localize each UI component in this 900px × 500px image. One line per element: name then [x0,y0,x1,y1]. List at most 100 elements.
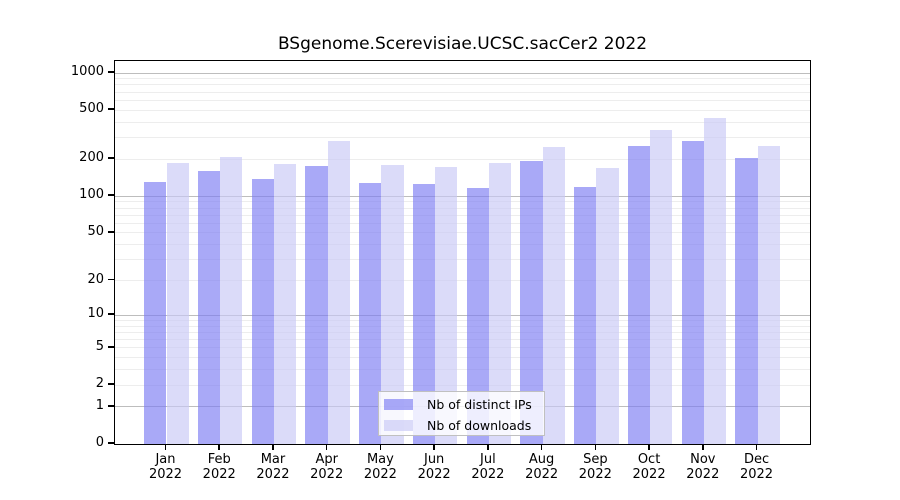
gridline [115,109,810,111]
y-tick-mark [108,278,114,281]
gridline [115,195,810,197]
y-tick-label: 0 [95,435,104,450]
y-tick-mark [108,313,114,315]
x-tick-mark [702,444,704,450]
y-tick-label: 10 [87,306,104,322]
bar-ips-may [359,182,382,444]
legend-swatch-downloads [384,420,413,431]
x-tick-mark [648,444,650,450]
bar-ips-feb [198,171,221,444]
x-tick-label: Jun 2022 [417,452,451,482]
y-tick-mark [108,231,114,233]
x-tick-label: Oct 2022 [632,452,666,482]
y-tick-mark [108,405,114,407]
gridline [115,314,810,316]
bar-downloads-dec [757,145,780,444]
gridline [115,259,810,261]
bar-ips-aug [520,160,543,444]
x-tick-label: Aug 2022 [525,452,559,482]
x-tick-label: Feb 2022 [202,452,236,482]
gridline [115,91,810,93]
legend-label-downloads: Nb of downloads [427,418,532,433]
gridline [115,84,810,86]
bar-downloads-jul [488,162,512,444]
bar-downloads-jun [435,166,458,444]
y-tick-label: 50 [87,223,104,239]
y-tick-label: 2 [95,376,104,391]
gridline [115,232,810,234]
x-tick-mark [433,444,435,450]
gridline [115,325,810,327]
y-tick-label: 1000 [70,64,104,79]
x-tick-mark [164,444,167,450]
y-tick-label: 100 [79,187,104,203]
gridline [115,319,810,321]
y-tick-label: 200 [79,150,104,166]
x-tick-mark [755,444,758,450]
legend-label-distinct-ips: Nb of distinct IPs [427,397,532,412]
chart-title: BSgenome.Scerevisiae.UCSC.sacCer2 2022 [277,34,648,54]
gridline [115,72,810,74]
bar-downloads-mar [273,163,297,444]
gridline [115,201,810,203]
y-tick-label: 20 [87,271,104,287]
y-tick-mark [108,108,114,110]
bar-downloads-aug [542,146,565,444]
x-tick-mark [272,444,274,450]
gridline [115,207,810,209]
gridline [115,244,810,246]
gridline [115,78,810,80]
x-tick-label: Sep 2022 [578,452,612,482]
x-tick-label: Mar 2022 [256,452,290,482]
gridline [115,214,810,216]
x-tick-mark [325,444,328,450]
x-tick-mark [487,444,489,450]
y-tick-mark [108,442,114,444]
x-tick-label: May 2022 [363,452,397,482]
x-tick-label: Nov 2022 [686,452,720,482]
gridline [115,137,810,139]
bar-ips-oct [627,145,651,444]
bar-downloads-may [381,165,404,444]
x-tick-mark [594,444,597,450]
x-tick-label: Dec 2022 [739,452,774,482]
y-tick-mark [108,383,114,385]
gridline [115,331,810,333]
gridline [115,222,810,224]
gridline [115,369,810,371]
x-tick-mark [218,444,220,450]
bar-downloads-sep [596,167,619,444]
y-tick-label: 1 [95,397,104,413]
bar-ips-jan [144,182,167,444]
bar-downloads-jan [166,162,189,444]
bar-ips-nov [681,140,704,444]
x-tick-label: Jan 2022 [148,452,183,482]
gridline [115,121,810,123]
y-tick-mark [108,157,114,159]
gridline [115,347,810,349]
gridline [115,339,810,340]
bar-ips-dec [735,157,758,444]
y-tick-mark [108,194,114,196]
y-tick-mark [108,346,114,348]
bar-ips-jul [466,187,489,444]
gridline [115,384,810,386]
legend: Nb of distinct IPs Nb of downloads [378,391,545,436]
bar-ips-mar [251,178,274,444]
x-tick-label: Apr 2022 [310,452,344,482]
bar-downloads-nov [703,117,726,444]
bar-ips-sep [574,187,597,444]
bar-ips-jun [412,184,436,444]
gridline [115,99,810,101]
plot-area [114,60,811,445]
x-tick-mark [540,444,543,450]
y-tick-label: 5 [95,338,104,354]
bar-downloads-apr [327,140,350,444]
x-tick-label: Jul 2022 [471,452,505,482]
x-tick-mark [379,444,382,450]
bar-downloads-oct [650,130,673,444]
legend-swatch-distinct-ips [384,399,413,410]
bar-downloads-feb [220,156,243,444]
gridline [115,357,810,359]
